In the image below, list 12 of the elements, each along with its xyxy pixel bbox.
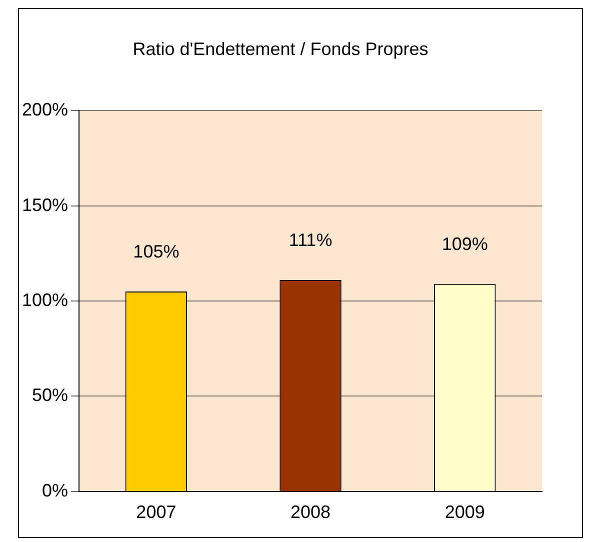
y-tick-label: 50% — [32, 385, 68, 406]
data-label: 109% — [442, 234, 488, 254]
y-tick-label: 100% — [22, 290, 68, 310]
data-label: 105% — [133, 241, 180, 262]
y-tick-label: 150% — [22, 194, 68, 215]
chart-title: Ratio d'Endettement / Fonds Propres — [132, 38, 428, 59]
y-tick-label: 0% — [42, 480, 68, 500]
data-label: 111% — [288, 230, 332, 250]
x-tick-label: 2008 — [290, 502, 331, 522]
x-tick-label: 2007 — [136, 502, 176, 522]
x-tick-label: 2009 — [444, 502, 485, 522]
y-tick-label: 200% — [22, 100, 68, 120]
